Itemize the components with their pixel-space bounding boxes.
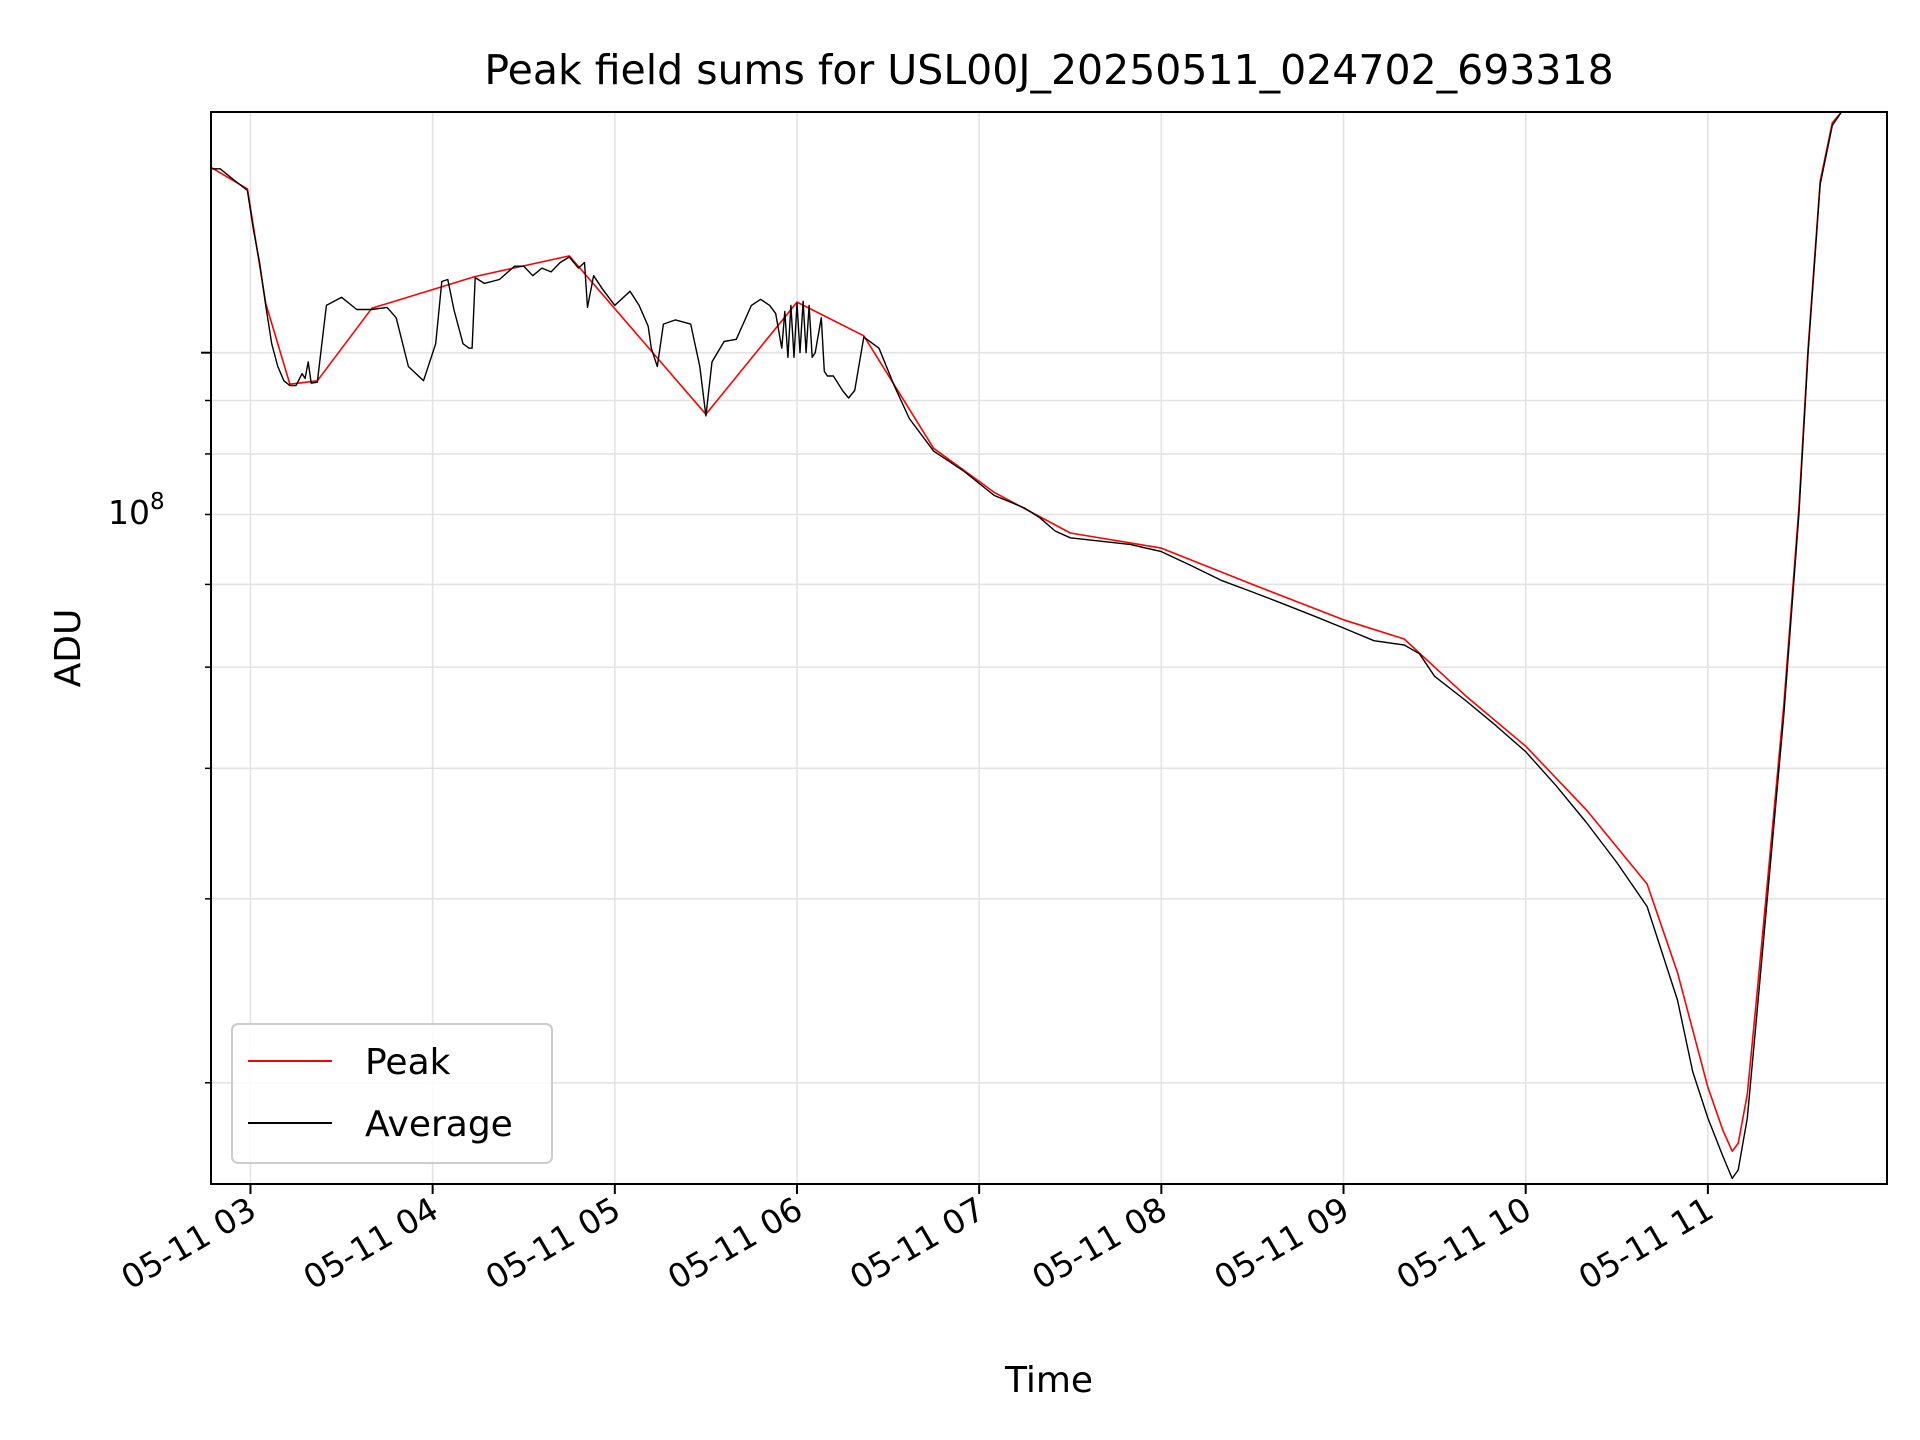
x-axis-label: Time xyxy=(1004,1360,1093,1401)
legend-box xyxy=(231,1023,553,1164)
legend-label-average: Average xyxy=(365,1104,513,1145)
y-axis xyxy=(201,351,211,1084)
legend-label-peak: Peak xyxy=(365,1042,451,1083)
series-layer xyxy=(211,112,1843,1180)
y-tick-label-exponent: 8 xyxy=(150,489,165,515)
y-tick-label-base: 10 xyxy=(108,493,150,532)
y-tick-label: 108 xyxy=(108,489,165,532)
chart-title: Peak field sums for USL00J_20250511_0247… xyxy=(484,46,1613,94)
plot-frame xyxy=(210,111,1888,1185)
legend: Peak Average xyxy=(231,1023,553,1164)
series-line-average xyxy=(211,112,1843,1180)
grid xyxy=(211,112,1887,1184)
series-line-peak xyxy=(211,112,1843,1152)
y-axis-label: ADU xyxy=(48,609,89,688)
